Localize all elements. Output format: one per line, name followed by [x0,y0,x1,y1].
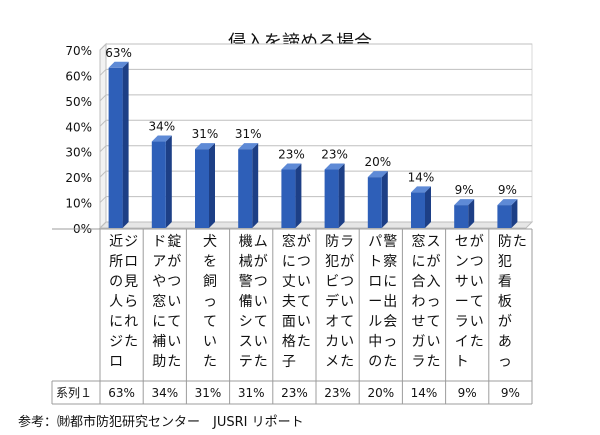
table-value: 9% [501,386,520,400]
bar-top [454,199,475,206]
x-tick-label: 犬を飼っていた [203,234,217,370]
bar [238,143,259,228]
bar-top [195,143,215,150]
bar-front [281,169,296,228]
bar-front [151,141,166,228]
gridline-depth [99,119,107,127]
y-tick-label: 10% [65,197,92,211]
bar-top [367,171,388,178]
gridline-depth [99,196,107,203]
bar-side [468,199,475,228]
y-tick-label: 30% [65,146,92,160]
bar-front [497,205,512,228]
x-tick-label: パトロール中の警察に出会った [368,234,397,370]
x-tick-label: ドアや窓に補助錠がついていた [152,234,181,370]
bar-side [295,163,302,228]
bar-front [238,149,253,228]
bar [367,171,388,228]
table-value: 23% [281,386,308,400]
bar-top [281,163,302,170]
series-name: 系列１ [56,386,92,400]
bar-front [367,177,382,228]
data-label: 9% [455,183,474,197]
data-label: 23% [278,148,305,162]
data-label: 34% [148,120,175,134]
gridline-depth [99,43,107,51]
x-tick-label: 近所の人にジロジロ見られた [109,234,138,370]
bar-top [108,61,129,68]
data-label: 31% [235,127,262,141]
bar-top [324,163,345,170]
bar-front [411,192,425,228]
y-tick-label: 50% [65,95,92,109]
bar-side [122,61,129,228]
x-tick-label: 防犯ビデオカメラがついていた [325,234,354,370]
table-value: 9% [458,386,477,400]
bar-top [151,135,172,142]
bar [454,199,475,228]
bar [324,163,345,228]
data-table: 系列１ 近所の人にジロジロ見られた 63% ドアや窓に補助錠がついていた 34% 犬を飼っ… [51,228,533,405]
x-tick-label: 機械警備システムがついていた [239,234,268,370]
bar [281,163,302,228]
data-label: 14% [408,170,435,184]
y-tick-label: 20% [65,171,92,185]
bar-top [411,186,431,193]
bar-side [511,199,518,228]
bar-top [238,143,259,150]
bar-front [108,67,123,228]
gridline-depth [99,170,107,178]
x-tick-label: 窓に合わせガラスが入っていた [412,233,441,370]
table-value: 31% [195,386,222,400]
bar-side [425,186,431,228]
plot-side-wall [99,42,107,230]
table-value: 23% [324,386,351,400]
bar [411,186,431,228]
data-labels: 63% 34% 31% 31% 23% 23% 20% 14% 9% 9% [105,46,517,197]
bar-side [338,163,345,228]
gridline-depth [99,69,107,76]
plot-area [105,43,533,223]
data-label: 63% [105,46,132,60]
gridline-depth [99,94,107,102]
gridline-depth [99,145,107,153]
gridline-depth [99,221,107,229]
bar-front [195,149,209,228]
data-label: 31% [192,127,219,141]
bar-side [252,143,259,228]
table-value: 14% [411,386,438,400]
table-value: 31% [238,386,265,400]
bar-front [454,205,469,228]
data-label: 9% [498,183,517,197]
bar [195,143,215,228]
bar-side [209,143,215,228]
x-tick-label: 窓に丈夫面格子がついていた [282,233,311,370]
source-note: 参考：㈶都市防犯研究センター JUSRI リポート [18,415,304,430]
y-tick-label: 40% [65,120,92,134]
x-tick-label: 防犯看板があった [498,234,527,370]
bar-front [324,169,339,228]
bar-top [497,199,518,206]
table-value: 34% [151,386,178,400]
bar-side [381,171,388,228]
table-value: 63% [108,386,135,400]
bar [108,61,129,228]
bar-side [165,135,172,228]
bars [108,61,518,228]
y-tick-label: 70% [65,44,92,58]
y-tick-label: 60% [65,69,92,83]
data-label: 23% [321,148,348,162]
table-value: 20% [367,386,394,400]
data-label: 20% [364,155,391,169]
bar [497,199,518,228]
bar [151,135,172,228]
x-tick-label: センサーライトがついていた [455,234,484,370]
